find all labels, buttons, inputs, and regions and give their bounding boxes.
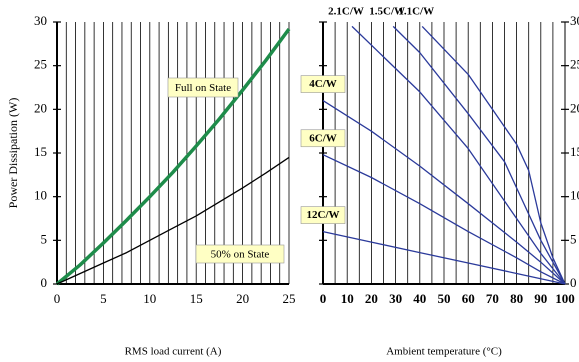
y-tick-label: 0: [570, 275, 577, 290]
series-label-box: [300, 75, 346, 93]
series-label-box: [300, 129, 346, 148]
data-line: [56, 156, 290, 285]
y-tick-label: 5: [41, 231, 48, 246]
series-label: 12C/W: [307, 209, 340, 221]
x-axis-label: Ambient temperature (°C): [386, 346, 502, 358]
y-tick-label: 25: [34, 57, 47, 72]
y-tick-label: 30: [34, 13, 47, 28]
y-tick-label: 30: [570, 13, 579, 28]
x-tick-label: 30: [389, 291, 402, 306]
y-tick-label: 15: [570, 144, 579, 159]
data-line: [392, 25, 566, 285]
x-tick-label: 20: [236, 291, 249, 306]
series-label: 1.5C/W: [369, 6, 405, 18]
data-line: [322, 154, 566, 285]
x-tick-label: 70: [486, 291, 499, 306]
x-tick-label: 50: [438, 291, 451, 306]
x-tick-label: 10: [341, 291, 354, 306]
y-tick-label: 25: [570, 57, 579, 72]
series-label: Full on State: [175, 82, 231, 94]
data-line: [421, 25, 566, 285]
y-tick-label: 20: [570, 100, 579, 115]
y-tick-label: 20: [34, 100, 47, 115]
x-tick-label: 15: [190, 291, 203, 306]
y-axis-label: Power Dissipation (W): [6, 98, 20, 209]
x-axis-label: RMS load current (A): [125, 346, 222, 358]
x-tick-label: 40: [413, 291, 426, 306]
x-tick-label: 10: [143, 291, 156, 306]
data-line: [351, 25, 566, 285]
series-label-box: [195, 244, 285, 264]
x-tick-label: 20: [365, 291, 378, 306]
x-tick-label: 0: [320, 291, 327, 306]
y-tick-label: 15: [34, 144, 47, 159]
data-line: [322, 100, 566, 285]
data-line: [55, 27, 291, 286]
x-tick-label: 90: [534, 291, 547, 306]
series-label: 2.1C/W: [328, 6, 364, 18]
x-tick-label: 80: [510, 291, 523, 306]
x-tick-label: 60: [462, 291, 475, 306]
data-line: [322, 230, 566, 285]
series-label-box: [300, 206, 346, 224]
y-tick-label: 0: [41, 275, 48, 290]
x-tick-label: 100: [555, 291, 575, 306]
series-label: 1.1C/W: [398, 6, 434, 18]
series-label-box: [167, 77, 239, 98]
x-tick-label: 5: [100, 291, 107, 306]
series-label: 6C/W: [309, 132, 337, 144]
y-tick-label: 10: [570, 188, 579, 203]
x-tick-label: 0: [54, 291, 61, 306]
y-tick-label: 10: [34, 188, 47, 203]
series-label: 50% on State: [211, 249, 270, 261]
y-tick-label: 5: [570, 231, 577, 246]
x-tick-label: 25: [283, 291, 296, 306]
series-label: 4C/W: [309, 78, 337, 90]
